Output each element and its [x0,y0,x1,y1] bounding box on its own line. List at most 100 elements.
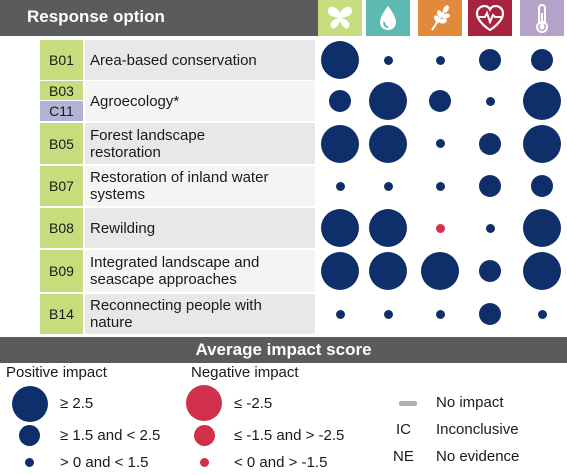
positive-impact-dot [485,223,495,233]
positive-impact-dot [335,181,345,191]
impact-cell [418,40,462,80]
inconclusive-symbol: IC [396,421,411,438]
positive-impact-dot [329,90,351,112]
impact-cell [468,250,512,292]
impact-cell [520,40,564,80]
response-option-label-line: Agroecology* [90,92,180,110]
impact-cell [366,123,410,164]
positive-impact-dot [321,41,359,79]
thermometer-column-header [520,0,564,36]
no-evidence-label: No evidence [436,448,520,465]
row-background [85,250,315,292]
legend-positive-large-label: ≥ 2.5 [60,395,94,412]
inconclusive-label: Inconclusive [436,421,519,438]
impact-cell [366,294,410,334]
water-drop-column-header [366,0,410,36]
butterfly-column-header [318,0,362,36]
impact-cell [418,294,462,334]
response-option-label-line: Forest landscape [90,126,206,144]
legend-negative-small-label: < 0 and > -1.5 [234,454,328,471]
row-background [85,40,315,80]
response-option-label: Reconnecting people with nature [90,294,315,334]
negative-impact-dot [435,223,445,233]
legend-positive-medium-label: ≥ 1.5 and < 2.5 [60,427,161,444]
positive-impact-dot [383,55,393,65]
positive-impact-dot [479,260,501,282]
impact-cell [468,40,512,80]
response-code: C11 [40,101,83,121]
impact-cell [366,40,410,80]
positive-impact-dot [435,181,445,191]
water-drop-icon [377,4,399,32]
impact-cell [318,208,362,248]
impact-cell [520,81,564,121]
legend-title-bar [0,337,567,363]
row-background [85,166,315,206]
response-option-label: Integrated landscape and seascape approac… [90,250,315,292]
positive-impact-dot [369,252,407,290]
positive-impact-dot [523,252,561,290]
impact-cell [520,208,564,248]
impact-cell [366,208,410,248]
no-evidence-symbol: NE [393,448,414,465]
table-row: B05 Forest landscape restoration [0,123,567,164]
positive-impact-dot [523,82,561,120]
impact-cell [318,294,362,334]
positive-impact-dot [335,309,345,319]
wheat-icon [427,4,453,32]
impact-cell [520,294,564,334]
positive-impact-dot [479,175,501,197]
impact-cell [468,81,512,121]
response-option-label: Rewilding [90,208,315,248]
positive-impact-dot [435,55,445,65]
heart-pulse-icon [475,5,505,31]
positive-impact-dot [369,82,407,120]
table-row: B09 Integrated landscape and seascape appr… [0,250,567,292]
impact-cell [418,208,462,248]
header-bar [0,0,318,36]
legend-negative-small-dot [200,458,209,467]
no-impact-label: No impact [436,394,504,411]
positive-impact-dot [383,181,393,191]
positive-impact-dot [435,139,445,148]
row-background [85,123,315,164]
table-row: B08 Rewilding [0,208,567,248]
row-background [85,294,315,334]
impact-cell [418,166,462,206]
table-row: B03 C11 Agroecology* [0,81,567,121]
positive-impact-dot [523,124,561,163]
impact-cell [520,123,564,164]
impact-cell [520,166,564,206]
positive-impact-dot [429,90,451,112]
impact-cell [318,123,362,164]
response-option-label-line: systems [90,186,146,203]
positive-impact-dot [479,303,501,325]
impact-cell [418,81,462,121]
legend-negative-medium-label: ≤ -1.5 and > -2.5 [234,427,345,444]
impact-cell [318,250,362,292]
positive-impact-dot [479,132,501,155]
response-option-label-line: restoration [90,143,161,161]
response-option-label: Agroecology* [90,81,315,121]
positive-impact-dot [523,209,561,247]
positive-impact-dot [321,209,359,247]
impact-cell [468,166,512,206]
impact-cell [366,250,410,292]
positive-impact-dot [479,49,501,71]
butterfly-icon [326,5,354,31]
legend-negative-large-dot [186,385,222,421]
response-option-label: Forest landscape restoration [90,123,315,164]
positive-impact-heading: Positive impact [6,364,107,381]
thermometer-icon [534,3,550,33]
impact-cell [520,250,564,292]
impact-cell [318,81,362,121]
legend-negative-large-label: ≤ -2.5 [234,395,273,412]
wheat-column-header [418,0,462,36]
response-option-label: Restoration of inland water systems [90,166,315,206]
impact-cell [468,123,512,164]
positive-impact-dot [383,309,393,319]
legend-positive-small-dot [25,458,34,467]
legend-positive-medium-dot [19,425,40,446]
response-code: B08 [40,208,83,248]
impact-cell [318,166,362,206]
